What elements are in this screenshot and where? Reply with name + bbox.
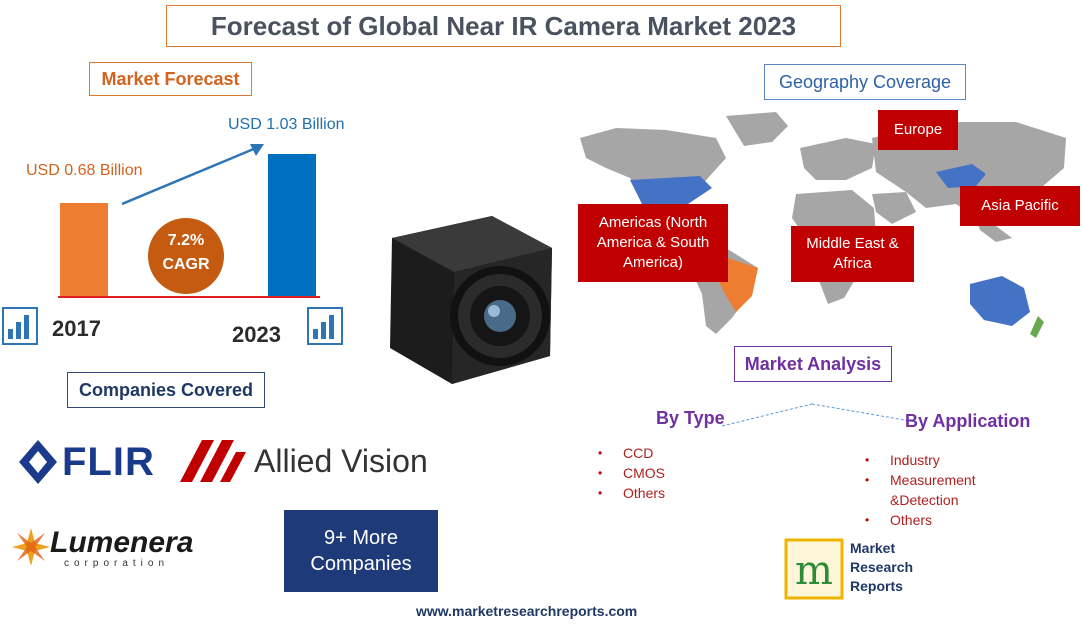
page-title: Forecast of Global Near IR Camera Market… <box>166 5 841 47</box>
cagr-value: 7.2% <box>167 232 205 249</box>
list-item: Measurement &Detection <box>865 470 985 510</box>
region-asia-pacific: Asia Pacific <box>960 186 1080 226</box>
market-forecast-heading: Market Forecast <box>89 62 252 96</box>
cagr-badge: 7.2% CAGR <box>148 218 224 294</box>
bar-2023 <box>268 154 316 296</box>
chart-baseline <box>58 296 320 298</box>
website-link[interactable]: www.marketresearchreports.com <box>416 603 638 619</box>
allied-logo-icon <box>180 440 246 482</box>
bar-chart-icon <box>2 307 38 345</box>
region-europe: Europe <box>878 110 958 150</box>
allied-text: Allied Vision <box>254 442 428 479</box>
year-2017-label: 2017 <box>52 316 101 341</box>
flir-logo: FLIR <box>18 437 155 487</box>
geography-heading: Geography Coverage <box>764 64 966 100</box>
by-application-list: Industry Measurement &Detection Others <box>865 450 985 530</box>
list-item: Others <box>865 510 985 530</box>
bar-2017 <box>60 203 108 296</box>
by-type-heading: By Type <box>656 408 725 428</box>
camera-icon <box>390 216 552 384</box>
mrr-line2: Research <box>850 559 914 575</box>
trend-arrow-icon <box>121 144 264 206</box>
forecast-bar-chart <box>58 140 320 300</box>
connector-lines <box>721 403 917 427</box>
svg-text:m: m <box>795 548 833 594</box>
lumenera-logo-icon <box>12 528 50 566</box>
more-companies-text: 9+ More Companies <box>310 527 412 575</box>
companies-heading: Companies Covered <box>67 372 265 408</box>
list-item: Industry <box>865 450 985 470</box>
value-2017-label: USD 0.68 Billion <box>26 162 143 179</box>
more-companies-box: 9+ More Companies <box>284 510 438 592</box>
cagr-label: CAGR <box>162 256 210 273</box>
year-2023-label: 2023 <box>232 322 281 347</box>
by-type-list: CCD CMOS Others <box>598 443 665 503</box>
list-item: CMOS <box>598 463 665 483</box>
mrr-line3: Reports <box>850 578 903 594</box>
list-item: Others <box>598 483 665 503</box>
mrr-logo: m Market Research Reports <box>784 538 924 600</box>
mrr-logo-icon: m <box>784 538 844 600</box>
lumenera-logo: Lumenera corporation <box>12 526 202 572</box>
flir-logo-icon <box>19 440 57 484</box>
market-analysis-heading: Market Analysis <box>734 346 892 382</box>
region-americas: Americas (North America & South America) <box>578 204 728 282</box>
lumenera-subtext: corporation <box>64 558 170 569</box>
mrr-line1: Market <box>850 540 896 556</box>
list-item: CCD <box>598 443 665 463</box>
flir-text: FLIR <box>62 439 155 484</box>
bar-chart-icon <box>307 307 343 345</box>
by-application-heading: By Application <box>905 411 1031 431</box>
allied-vision-logo: Allied Vision <box>180 436 428 486</box>
value-2023-label: USD 1.03 Billion <box>228 116 345 133</box>
region-middle-east-africa: Middle East & Africa <box>791 226 914 282</box>
lumenera-text: Lumenera <box>50 526 194 559</box>
